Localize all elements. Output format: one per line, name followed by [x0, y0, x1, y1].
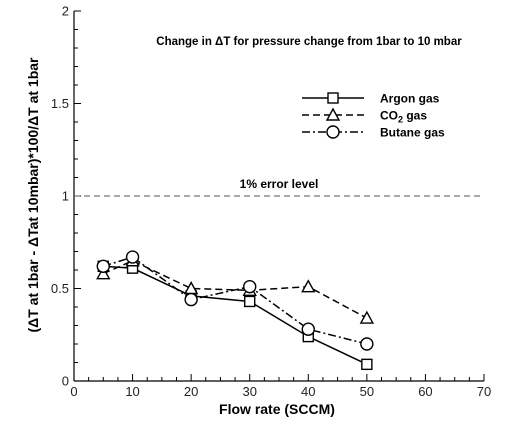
legend-label: Butane gas: [380, 126, 445, 140]
data-point-square: [361, 358, 373, 371]
series-square: [97, 260, 373, 371]
y-tick-label: 2: [62, 4, 69, 19]
series-line: [103, 256, 368, 345]
x-axis-title: Flow rate (SCCM): [219, 401, 335, 417]
data-point-triangle: [96, 266, 111, 280]
x-tick-label: 10: [125, 384, 139, 399]
y-tick-label: 0: [62, 374, 69, 389]
series-triangle: [96, 253, 375, 324]
data-point-triangle: [359, 310, 375, 324]
data-point-square: [244, 295, 256, 308]
y-axis-title: (ΔT at 1bar - ΔTat 10mbar)*100/ΔT at 1ba…: [25, 57, 41, 333]
x-tick-label: 30: [242, 384, 256, 399]
chart-title: Change in ΔT for pressure change from 1b…: [156, 36, 462, 48]
legend-marker-square: [327, 92, 339, 104]
reference-line-group: 1% error level: [74, 177, 484, 197]
data-point-circle: [96, 259, 110, 273]
y-tick-label: 0.5: [51, 281, 69, 296]
data-point-circle: [360, 337, 374, 351]
data-point-circle: [125, 250, 140, 264]
legend-label: Argon gas: [380, 92, 440, 106]
x-tick-label: 0: [70, 384, 77, 399]
data-point-circle: [301, 322, 315, 336]
series-group: [96, 250, 375, 371]
x-tick-label: 40: [301, 384, 315, 399]
data-point-triangle: [301, 279, 316, 293]
data-point-circle: [184, 292, 198, 307]
series-circle: [96, 250, 374, 351]
x-tick-label: 20: [184, 384, 198, 399]
data-point-circle: [243, 279, 257, 294]
legend-marker-triangle: [325, 107, 341, 121]
x-tick-label: 50: [360, 384, 374, 399]
y-tick-label: 1: [62, 189, 69, 204]
x-tick-label: 60: [418, 384, 432, 399]
series-line: [103, 265, 368, 366]
legend-label: CO2 gas: [380, 109, 427, 125]
y-tick-label: 1.5: [51, 96, 69, 111]
reference-line-label: 1% error level: [240, 177, 319, 191]
x-tick-label: 70: [477, 384, 491, 399]
legend-marker-circle: [326, 125, 340, 139]
axes: 0 10 20 30 40 50 60 70 0 0.5 1 1.5 2: [51, 4, 491, 400]
